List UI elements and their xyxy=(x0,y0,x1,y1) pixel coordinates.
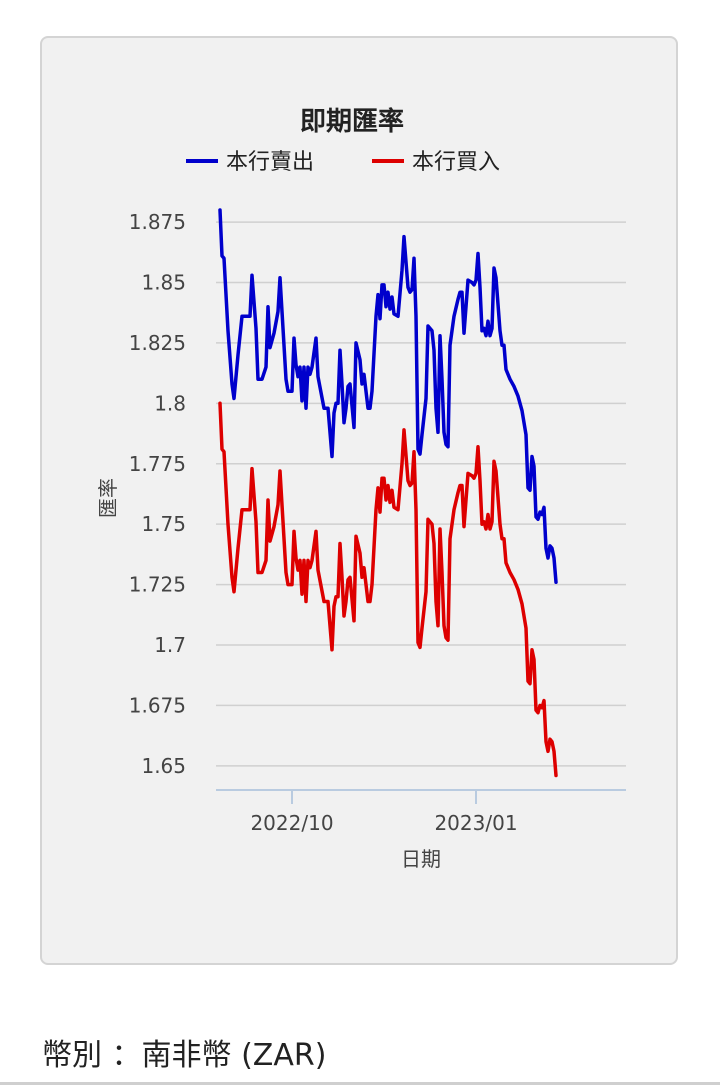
legend: 本行賣出 本行買入 xyxy=(186,150,500,175)
y-tick-label: 1.725 xyxy=(129,573,186,597)
y-tick-label: 1.65 xyxy=(141,754,186,778)
x-axis-label: 日期 xyxy=(401,847,441,871)
divider xyxy=(0,1082,720,1085)
legend-label-buy: 本行買入 xyxy=(412,150,500,175)
x-tick-label: 2022/10 xyxy=(250,811,333,835)
x-tick-label: 2023/01 xyxy=(434,811,517,835)
chart-title: 即期匯率 xyxy=(300,106,404,137)
chart-card xyxy=(40,36,678,965)
y-tick-label: 1.825 xyxy=(129,331,186,355)
currency-label: 幣別 ：南非幣 (ZAR) xyxy=(42,1038,327,1073)
y-tick-label: 1.75 xyxy=(141,512,186,536)
series-line-sell xyxy=(218,208,558,584)
exchange-rate-chart: 即期匯率 本行賣出 本行買入 1.65 1.675 1.7 1.725 1.75 1.77… xyxy=(96,106,626,871)
y-tick-label: 1.675 xyxy=(129,693,186,717)
y-axis-label: 匯率 xyxy=(96,478,120,518)
y-tick-label: 1.85 xyxy=(141,271,186,295)
x-axis-ticks: 2022/10 2023/01 xyxy=(250,790,518,835)
series-lines xyxy=(218,208,558,778)
y-tick-label: 1.875 xyxy=(129,210,186,234)
legend-label-sell: 本行賣出 xyxy=(226,150,314,175)
y-tick-label: 1.8 xyxy=(154,391,186,415)
y-tick-label: 1.7 xyxy=(154,633,186,657)
y-axis-ticks: 1.65 1.675 1.7 1.725 1.75 1.775 1.8 1.825 1.85 1.… xyxy=(129,210,186,778)
series-line-buy xyxy=(218,401,558,778)
y-tick-label: 1.775 xyxy=(129,452,186,476)
